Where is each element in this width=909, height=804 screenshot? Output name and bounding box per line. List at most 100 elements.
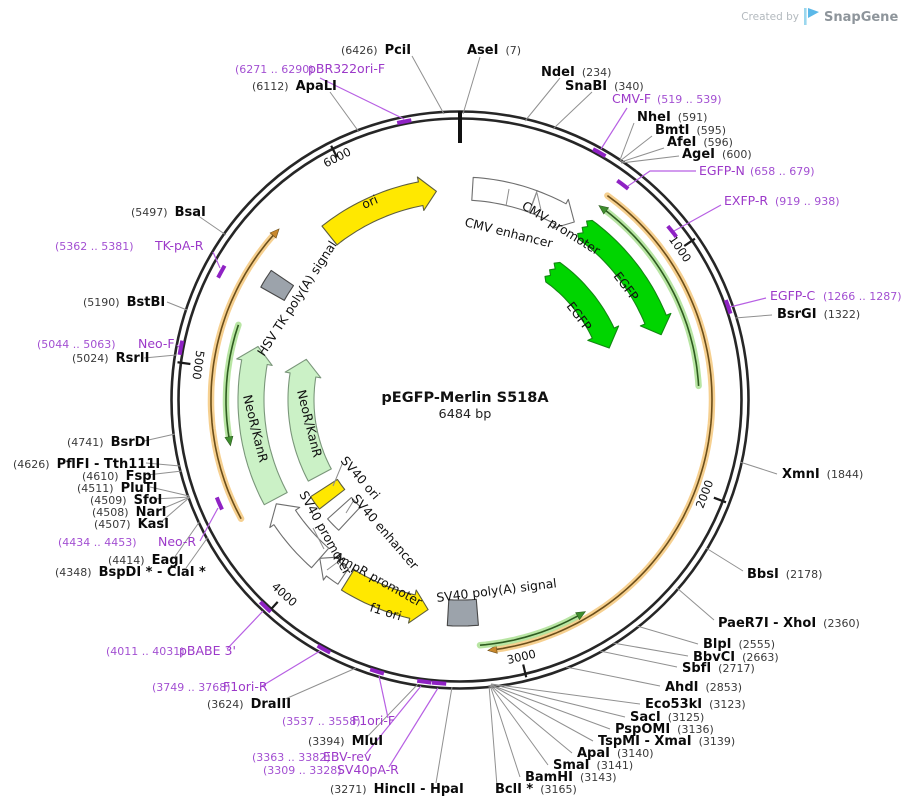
enzyme-label-hincii-hpai[interactable]: (3271) HincII - HpaI: [330, 782, 464, 797]
feature-label-sv40-poly-a-signal[interactable]: SV40 poly(A) signal: [436, 575, 558, 605]
feature-neor-kanr[interactable]: [236, 345, 288, 506]
enzyme-label-pspomi[interactable]: PspOMI (3136): [615, 722, 714, 737]
primer-mark-egfp-c[interactable]: [723, 299, 733, 315]
enzyme-label-ndei[interactable]: NdeI (234): [541, 65, 611, 80]
primer-label-sv40pa-r[interactable]: (3309 .. 3328)SV40pA-R: [263, 762, 399, 777]
primer-mark-pbabe-3-[interactable]: [258, 600, 273, 614]
enzyme-callout-line-sfoi: [153, 496, 191, 500]
primer-callout-line-sv40pa-r: [388, 687, 439, 768]
enzyme-label-eagi[interactable]: (4414) EagI: [108, 553, 183, 568]
enzyme-label-snabi[interactable]: SnaBI (340): [565, 79, 644, 94]
enzyme-callout-line-pluti: [149, 486, 190, 497]
primer-label-ebv-rev[interactable]: (3363 .. 3382)EBV-rev: [252, 749, 372, 764]
feature-cmv-promoter[interactable]: [528, 190, 575, 229]
enzyme-label-sfoi[interactable]: (4509) SfoI: [90, 493, 162, 508]
plasmid-title: pEGFP-Merlin S518A: [381, 390, 549, 406]
enzyme-label-tspmi-xmai[interactable]: TspMI - XmaI (3139): [598, 734, 735, 749]
feature-ori[interactable]: [321, 176, 437, 246]
orf-arc-left-orange-line: [210, 234, 274, 520]
feature-egfp[interactable]: [544, 261, 620, 349]
enzyme-label-bbsi[interactable]: BbsI (2178): [747, 567, 822, 582]
enzyme-label-fspi[interactable]: (4610) FspI: [82, 469, 156, 484]
primer-mark-pbr322ori-f[interactable]: [396, 118, 412, 125]
primer-label-tk-pa-r[interactable]: (5362 .. 5381) TK-pA-R: [55, 238, 204, 253]
primer-label-cmv-f[interactable]: CMV-F (519 .. 539): [612, 91, 722, 106]
primer-label-egfp-n[interactable]: EGFP-N (658 .. 679): [699, 163, 815, 178]
enzyme-label-sbfi[interactable]: SbfI (2717): [682, 661, 755, 676]
primer-label-pbabe-3-[interactable]: (4011 .. 4031)pBABE 3': [106, 643, 236, 658]
primer-mark-neo-f[interactable]: [177, 340, 185, 356]
primer-mark-f1ori-r[interactable]: [316, 643, 332, 655]
enzyme-label-apali[interactable]: (6112) ApaLI: [252, 79, 337, 94]
feature-ampr-promoter[interactable]: [319, 556, 349, 585]
enzyme-label-asei[interactable]: AseI (7): [467, 43, 521, 58]
enzyme-label-saci[interactable]: SacI (3125): [630, 710, 704, 725]
enzyme-label-paer7i-xhoi[interactable]: PaeR7I - XhoI (2360): [718, 616, 860, 631]
enzyme-label-bamhi[interactable]: BamHI (3143): [525, 770, 617, 785]
enzyme-callout-line-eagi: [173, 520, 201, 559]
enzyme-callout-line-bspdi-clai-: [185, 536, 209, 569]
enzyme-label-smai[interactable]: SmaI (3141): [553, 758, 633, 773]
primer-mark-cmv-f[interactable]: [592, 147, 607, 158]
enzyme-callout-line-ndei: [524, 77, 561, 122]
enzyme-label-bsai[interactable]: (5497) BsaI: [131, 205, 206, 220]
primer-label-neo-f[interactable]: (5044 .. 5063) Neo-F: [37, 336, 175, 351]
enzyme-label-mlui[interactable]: (3394) MluI: [308, 734, 383, 749]
primer-label-neo-r[interactable]: (4434 .. 4453) Neo-R: [58, 534, 196, 549]
primer-mark-exfp-r[interactable]: [666, 224, 678, 239]
enzyme-label-blpi[interactable]: BlpI (2555): [703, 637, 775, 652]
enzyme-label-bsrgi[interactable]: BsrGI (1322): [777, 307, 860, 322]
feature-sv40-poly-a-signal[interactable]: [446, 598, 479, 627]
feature-leader-line: [536, 192, 542, 211]
enzyme-label-pflfi-tth111i[interactable]: (4626) PflFI - Tth111I: [13, 457, 160, 472]
enzyme-label-eco53ki[interactable]: Eco53kI (3123): [645, 697, 746, 712]
enzyme-label-bspdi-clai-[interactable]: (4348) BspDI * - ClaI *: [55, 565, 206, 580]
enzyme-label-rsrii[interactable]: (5024) RsrII: [72, 351, 149, 366]
enzyme-label-bstbi[interactable]: (5190) BstBI: [83, 295, 165, 310]
enzyme-label-bmti[interactable]: BmtI (595): [655, 123, 726, 138]
enzyme-label-bcli-[interactable]: BclI * (3165): [495, 782, 577, 797]
primer-mark-f1ori-f[interactable]: [369, 667, 385, 676]
enzyme-label-afei[interactable]: AfeI (596): [667, 135, 733, 150]
enzyme-label-pcii[interactable]: (6426) PciI: [341, 43, 411, 58]
primer-label-f1ori-r[interactable]: (3749 .. 3768)F1ori-R: [152, 679, 268, 694]
enzyme-label-agei[interactable]: AgeI (600): [682, 147, 752, 162]
feature-f1-ori[interactable]: [340, 569, 429, 624]
primer-label-egfp-c[interactable]: EGFP-C (1266 .. 1287): [770, 288, 902, 303]
enzyme-label-draiii[interactable]: (3624) DraIII: [207, 697, 291, 712]
feature-hsv-tk-poly-a-signal[interactable]: [260, 269, 295, 301]
primer-mark-sv40pa-r[interactable]: [431, 680, 447, 686]
primer-label-exfp-r[interactable]: EXFP-R (919 .. 938): [724, 193, 840, 208]
primer-label-pbr322ori-f[interactable]: (6271 .. 6290)pBR322ori-F: [235, 61, 385, 76]
feature-egfp[interactable]: [577, 219, 672, 336]
logo-flag: [808, 8, 819, 18]
enzyme-label-pluti[interactable]: (4511) PluTI: [77, 481, 158, 496]
primer-mark-neo-r[interactable]: [214, 496, 224, 511]
enzyme-label-kasi[interactable]: (4507) KasI: [94, 517, 169, 532]
enzyme-label-xmni[interactable]: XmnI (1844): [782, 467, 863, 482]
enzyme-label-nari[interactable]: (4508) NarI: [92, 505, 166, 520]
orf-arcs-layer: [207, 192, 716, 654]
feature-sv40-enhancer[interactable]: [327, 496, 362, 531]
enzyme-callout-line-saci: [490, 683, 626, 718]
feature-leader-line: [528, 190, 538, 213]
feature-neor-kanr[interactable]: [284, 358, 332, 482]
enzyme-label-apai[interactable]: ApaI (3140): [577, 746, 654, 761]
feature-leader-line: [326, 557, 344, 571]
feature-label-hsv-tk-poly-a-signal[interactable]: HSV TK poly(A) signal: [254, 238, 340, 359]
feature-sv40-ori[interactable]: [310, 478, 346, 510]
feature-sv40-promoter[interactable]: [269, 503, 330, 569]
orf-arc-right-orange-arrowhead-icon: [487, 644, 498, 654]
enzyme-label-nhei[interactable]: NheI (591): [637, 110, 707, 125]
feature-label-ori[interactable]: ori: [359, 192, 380, 212]
created-by-text: Created by: [741, 11, 799, 23]
primer-mark-egfp-n[interactable]: [616, 178, 630, 191]
primer-mark-ebv-rev[interactable]: [416, 678, 432, 685]
enzyme-label-ahdi[interactable]: AhdI (2853): [665, 680, 742, 695]
enzyme-label-bbvci[interactable]: BbvCI (2663): [693, 650, 779, 665]
enzyme-label-bsrdi[interactable]: (4741) BsrDI: [67, 435, 150, 450]
primer-label-f1ori-f[interactable]: (3537 .. 3558)F1ori-F: [282, 713, 395, 728]
primer-mark-tk-pa-r[interactable]: [216, 264, 227, 279]
